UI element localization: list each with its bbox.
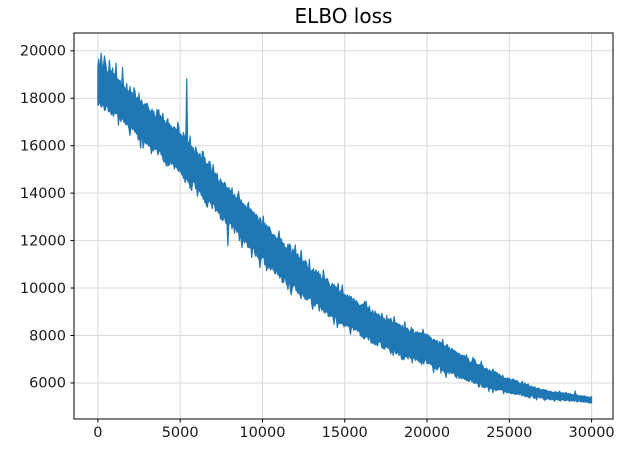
y-tick-label: 16000 — [20, 138, 66, 154]
y-tick-label: 14000 — [20, 186, 66, 202]
y-tick-label: 20000 — [20, 44, 66, 60]
y-tick-label: 18000 — [20, 91, 66, 107]
loss-curve — [97, 52, 593, 404]
x-tick-label: 30000 — [569, 425, 615, 441]
plot-border — [73, 32, 614, 420]
x-tick-label: 25000 — [486, 425, 532, 441]
x-tick-label: 0 — [93, 425, 102, 441]
x-tick-label: 5000 — [162, 425, 199, 441]
y-tick-label: 6000 — [29, 376, 66, 392]
x-tick-label: 10000 — [239, 425, 285, 441]
x-tick-label: 15000 — [322, 425, 368, 441]
chart-title: ELBO loss — [295, 4, 393, 28]
x-tick-label: 20000 — [404, 425, 450, 441]
y-tick-label: 12000 — [20, 233, 66, 249]
y-tick-label: 8000 — [29, 328, 66, 344]
y-tick-label: 10000 — [20, 281, 66, 297]
